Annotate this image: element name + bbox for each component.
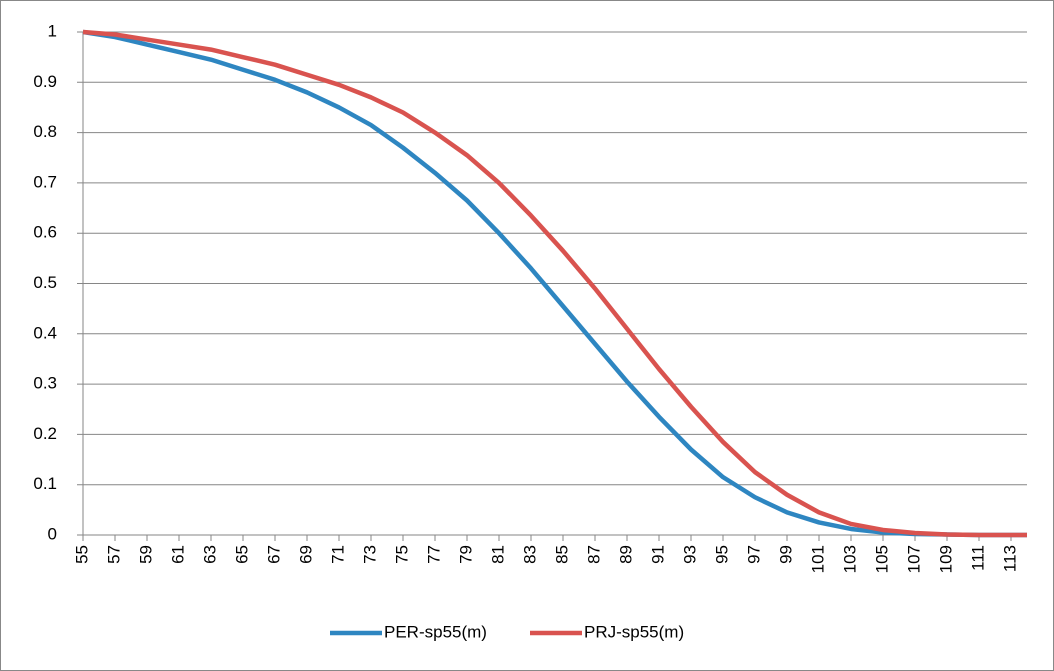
x-tick-label: 87 (584, 545, 603, 564)
x-tick-label: 69 (296, 545, 315, 564)
legend-label: PRJ-sp55(m) (584, 622, 684, 641)
x-tick-label: 77 (424, 545, 443, 564)
x-tick-label: 97 (744, 545, 763, 564)
y-tick-label: 1 (48, 21, 57, 40)
x-tick-label: 113 (1000, 545, 1019, 572)
y-tick-label: 0.1 (33, 474, 57, 493)
x-tick-label: 67 (264, 545, 283, 564)
x-tick-label: 75 (392, 545, 411, 564)
x-tick-label: 89 (616, 545, 635, 564)
legend-label: PER-sp55(m) (384, 622, 487, 641)
y-tick-label: 0.9 (33, 72, 57, 91)
x-tick-label: 65 (232, 545, 251, 564)
y-tick-label: 0.8 (33, 122, 57, 141)
series-line (82, 29, 1027, 538)
x-tick-label: 85 (552, 545, 571, 564)
x-tick-label: 83 (520, 545, 539, 564)
x-tick-label: 101 (808, 545, 827, 573)
x-tick-label: 103 (840, 545, 859, 573)
x-tick-label: 107 (904, 545, 923, 573)
x-tick-label: 109 (936, 545, 955, 573)
x-tick-label: 71 (328, 545, 347, 564)
x-tick-label: 95 (712, 545, 731, 564)
y-tick-label: 0 (48, 524, 57, 543)
y-tick-label: 0.4 (33, 323, 57, 342)
y-tick-label: 0.5 (33, 273, 57, 292)
x-tick-label: 59 (136, 545, 155, 564)
x-tick-label: 57 (104, 545, 123, 564)
x-tick-label: 63 (200, 545, 219, 564)
y-tick-label: 0.7 (33, 172, 57, 191)
x-tick-label: 93 (680, 545, 699, 564)
x-tick-label: 111 (968, 545, 987, 571)
x-tick-label: 81 (488, 545, 507, 564)
y-tick-label: 0.6 (33, 223, 57, 242)
x-tick-label: 79 (456, 545, 475, 564)
x-tick-label: 73 (360, 545, 379, 564)
y-tick-label: 0.3 (33, 374, 57, 393)
x-tick-label: 61 (168, 545, 187, 564)
series-line (82, 29, 1027, 538)
x-tick-label: 55 (72, 545, 91, 564)
x-tick-label: 105 (872, 545, 891, 573)
x-tick-label: 99 (776, 545, 795, 564)
y-tick-label: 0.2 (33, 424, 57, 443)
x-tick-label: 91 (648, 545, 667, 564)
